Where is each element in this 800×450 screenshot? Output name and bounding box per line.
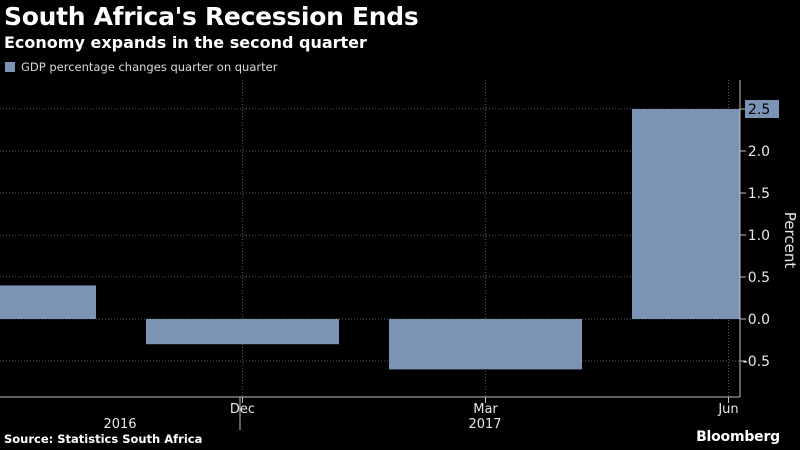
bar [146, 319, 339, 345]
last-value-box [745, 100, 779, 118]
chart-title: South Africa's Recession Ends [4, 2, 419, 31]
last-value-label: 2.5 [748, 102, 770, 118]
legend-label: GDP percentage changes quarter on quarte… [21, 60, 278, 74]
x-tick-label: Mar [473, 402, 498, 417]
bar [0, 285, 96, 319]
legend-swatch [5, 62, 15, 72]
x-tick-label: Dec [230, 402, 255, 417]
source-note: Source: Statistics South Africa [4, 432, 203, 446]
y-tick-label: 1.5 [748, 186, 770, 202]
y-tick-label: 1.0 [748, 228, 770, 244]
y-axis-title: Percent [781, 212, 799, 269]
y-tick-label: 0.0 [748, 312, 770, 328]
bar [632, 109, 740, 319]
brand-logo: Bloomberg [696, 429, 780, 445]
bar [389, 319, 582, 370]
x-tick-label: Jun [717, 402, 738, 417]
x-year-label: 2016 [103, 417, 136, 432]
y-tick-label: 2.0 [748, 144, 770, 160]
legend: GDP percentage changes quarter on quarte… [5, 60, 277, 74]
x-year-label: 2017 [468, 417, 501, 432]
chart-subtitle: Economy expands in the second quarter [4, 33, 367, 52]
y-tick-label: 0.5 [748, 270, 770, 286]
y-tick-label: -0.5 [743, 354, 770, 370]
